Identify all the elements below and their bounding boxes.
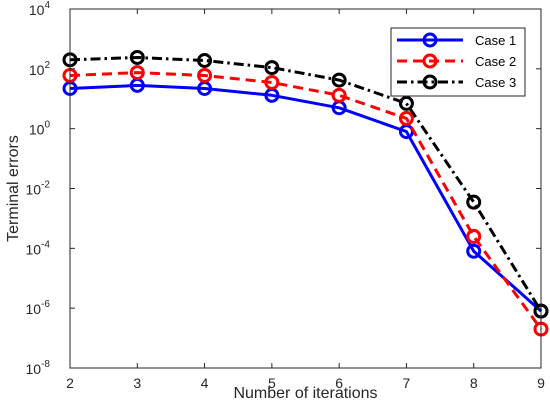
data-point bbox=[197, 52, 213, 68]
data-point bbox=[398, 95, 414, 111]
legend-label: Case 2 bbox=[475, 54, 516, 69]
data-point bbox=[331, 87, 347, 103]
y-axis-label: Terminal errors bbox=[5, 135, 22, 242]
x-tick-label: 8 bbox=[470, 375, 478, 391]
data-point bbox=[466, 243, 482, 259]
data-point bbox=[331, 72, 347, 88]
tick-labels: 2 3 4 5 6 7 8 9 104 102 100 10-2 10-4 10-6 10-8 bbox=[26, 0, 546, 391]
x-tick-label: 3 bbox=[133, 375, 141, 391]
data-point bbox=[466, 194, 482, 210]
y-tick-label: 10-8 bbox=[26, 359, 51, 377]
data-point bbox=[264, 60, 280, 76]
x-tick-label: 4 bbox=[201, 375, 209, 391]
legend-item: Case 1 bbox=[397, 32, 516, 48]
axes bbox=[69, 8, 542, 369]
data-point bbox=[398, 110, 414, 126]
data-point bbox=[129, 49, 145, 65]
legend: Case 1 Case 2 Case 3 bbox=[390, 27, 526, 97]
series-line bbox=[69, 83, 542, 313]
series-2 bbox=[62, 65, 549, 337]
legend-label: Case 1 bbox=[475, 33, 516, 48]
legend-swatch-marker bbox=[422, 32, 438, 48]
x-tick-label: 9 bbox=[537, 375, 545, 391]
data-point bbox=[129, 65, 145, 81]
data-point bbox=[197, 67, 213, 83]
data-point bbox=[264, 74, 280, 90]
x-tick-label: 6 bbox=[335, 375, 343, 391]
x-tick-label: 2 bbox=[66, 375, 74, 391]
legend-item: Case 3 bbox=[397, 74, 516, 90]
y-tick-label: 10-6 bbox=[26, 299, 51, 317]
y-tick-label: 104 bbox=[29, 0, 51, 18]
legend-swatch-marker bbox=[422, 74, 438, 90]
data-point bbox=[466, 228, 482, 244]
y-tick-label: 100 bbox=[29, 120, 51, 138]
y-tick-label: 10-2 bbox=[26, 180, 51, 198]
legend-label: Case 3 bbox=[475, 75, 516, 90]
series-line bbox=[69, 71, 543, 330]
legend-swatch-marker bbox=[422, 53, 438, 69]
y-tick-label: 102 bbox=[29, 60, 51, 78]
x-axis-label: Number of iterations bbox=[233, 385, 377, 402]
x-tick-label: 5 bbox=[268, 375, 276, 391]
x-tick-label: 7 bbox=[403, 375, 411, 391]
y-tick-label: 10-4 bbox=[26, 239, 51, 257]
legend-item: Case 2 bbox=[397, 53, 516, 69]
